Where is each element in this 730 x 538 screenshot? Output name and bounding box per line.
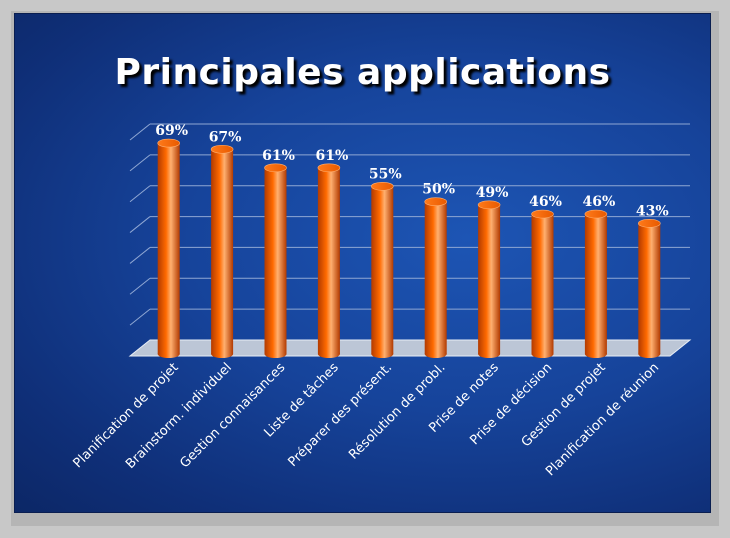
bar-cap	[637, 219, 661, 228]
data-label: 69%	[155, 123, 188, 139]
bar-base	[424, 350, 447, 358]
data-label: 61%	[316, 148, 349, 164]
gridline-side	[129, 123, 151, 141]
category-label: Préparer des présent.	[285, 360, 395, 470]
bar-body	[371, 186, 394, 354]
data-label: 46%	[583, 194, 616, 210]
bar-body	[478, 204, 501, 354]
category-label: Brainstorm. individuel	[123, 360, 235, 472]
bar	[637, 219, 661, 358]
bar-body	[638, 223, 661, 354]
data-label: 55%	[369, 166, 402, 182]
data-label: 67%	[209, 129, 242, 145]
bar-body	[584, 214, 607, 354]
data-label: 43%	[636, 203, 669, 219]
bar-body	[157, 143, 180, 354]
data-label: 46%	[529, 194, 562, 210]
bar	[210, 144, 234, 358]
bar	[424, 197, 448, 358]
category-label: Planification de réunion	[543, 360, 662, 479]
bar	[157, 138, 180, 358]
gridline-side	[129, 247, 151, 264]
bar-cap	[157, 138, 180, 148]
bar-base	[317, 350, 340, 358]
bar-cap	[531, 209, 554, 219]
bar-base	[478, 350, 501, 358]
data-label: 49%	[476, 185, 509, 201]
bar	[531, 209, 554, 358]
gridline-side	[129, 277, 151, 295]
bar-body	[211, 149, 234, 354]
chart-title: Principales applications	[114, 52, 611, 93]
category-label: Résolution de probl.	[346, 360, 448, 462]
bar-base	[584, 350, 607, 358]
bar-base	[371, 350, 394, 358]
bar	[264, 163, 287, 358]
data-label: 50%	[422, 182, 455, 198]
gridline-side	[129, 308, 151, 326]
bar	[477, 200, 501, 358]
bar-cap	[477, 200, 501, 210]
gridline-side	[129, 216, 151, 233]
bar-base	[638, 350, 661, 358]
data-label: 61%	[262, 148, 295, 164]
bar-body	[264, 167, 287, 354]
bar-body	[531, 214, 554, 354]
bar-cap	[317, 163, 341, 173]
bar-body	[317, 167, 340, 354]
bar-cap	[370, 181, 394, 191]
bar-base	[531, 350, 554, 358]
bar-base	[211, 350, 234, 358]
bar-base	[264, 350, 287, 358]
bar	[370, 181, 394, 358]
category-label: Gestion connaisances	[177, 360, 288, 471]
bar-base	[157, 350, 180, 358]
bar-cap	[264, 163, 287, 173]
gridline-side	[129, 154, 151, 172]
category-label: Planification de projet	[71, 360, 182, 471]
bar-cap	[424, 197, 448, 207]
gridline-side	[129, 185, 151, 203]
bar	[317, 163, 341, 358]
bar-body	[424, 201, 447, 354]
bar-cap	[584, 209, 608, 219]
bar	[584, 209, 608, 358]
bar-cap	[210, 144, 234, 154]
